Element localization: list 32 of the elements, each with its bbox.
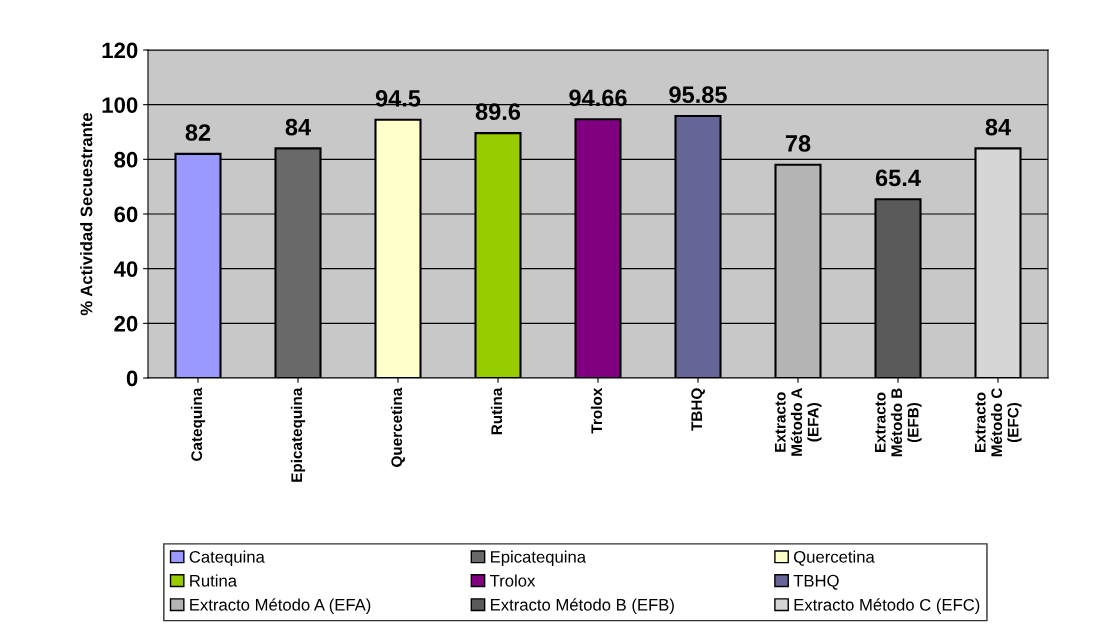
y-tick-label: 120 — [102, 42, 138, 59]
x-tick-label: Trolox — [590, 387, 603, 434]
legend-label: Extracto Método B (EFB) — [491, 598, 674, 614]
y-tick-label: 60 — [114, 206, 138, 223]
data-label: 95.85 — [669, 86, 727, 104]
data-label: 78 — [785, 135, 811, 152]
x-tick-label: Catequina — [190, 387, 206, 461]
x-tick-label: Extracto Método C (EFC) — [974, 388, 1022, 457]
x-tick-label: Extracto Método A (EFA) — [774, 388, 822, 456]
data-label: 84 — [285, 118, 312, 136]
legend-label: Trolox — [490, 574, 536, 587]
legend-label: Rutina — [190, 574, 238, 587]
y-tick-label: 0 — [126, 370, 138, 387]
x-tick-label: TBHQ — [691, 388, 705, 431]
data-label: 82 — [185, 124, 211, 141]
x-tick-label: Quercetina — [390, 387, 405, 467]
legend-label: Catequina — [189, 550, 265, 567]
y-tick-label: 100 — [102, 97, 138, 113]
legend-label: TBHQ — [793, 574, 839, 590]
legend-label: Extracto Método A (EFA) — [190, 598, 371, 614]
y-tick-label: 20 — [114, 315, 138, 332]
legend-label: Epicatequina — [491, 550, 587, 567]
x-tick-label: Rutina — [490, 387, 503, 435]
x-tick-label: Extracto Método B (EFB) — [874, 388, 922, 457]
data-label: 84 — [985, 118, 1012, 136]
x-tick-label: Epicatequina — [290, 387, 306, 482]
y-tick-label: 40 — [113, 261, 138, 277]
legend-label: Quercetina — [794, 550, 875, 566]
data-label: 65.4 — [875, 169, 921, 187]
legend-label: Extracto Método C (EFC) — [794, 598, 980, 614]
y-axis-title: % Actividad Secuestrante — [80, 112, 93, 316]
y-tick-label: 80 — [114, 151, 138, 168]
